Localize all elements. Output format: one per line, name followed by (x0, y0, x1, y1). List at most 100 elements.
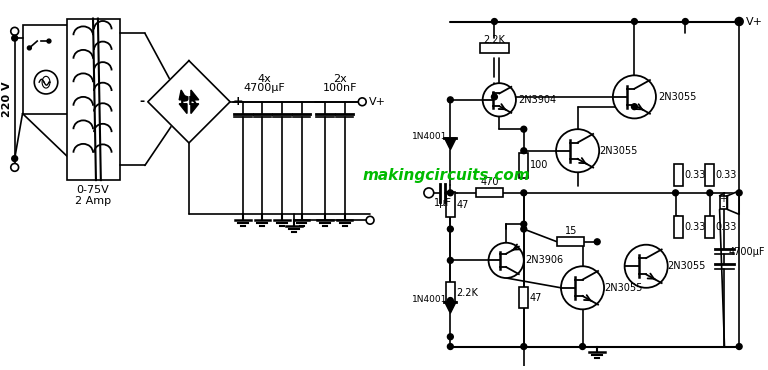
Text: 470: 470 (480, 177, 498, 187)
Text: -: - (140, 95, 145, 108)
Text: 2N3904: 2N3904 (518, 95, 556, 105)
Text: 100: 100 (530, 161, 548, 171)
Polygon shape (445, 138, 456, 150)
Text: 1N4001: 1N4001 (412, 132, 448, 141)
Circle shape (521, 221, 527, 227)
Circle shape (448, 297, 453, 303)
Polygon shape (179, 90, 187, 100)
Text: V+: V+ (369, 97, 386, 107)
Bar (446, 192, 455, 217)
Circle shape (448, 334, 453, 340)
Text: 2 Amp: 2 Amp (75, 196, 111, 206)
Text: +: + (233, 95, 243, 108)
Text: 220 V: 220 V (2, 81, 12, 117)
Text: 47: 47 (530, 293, 542, 303)
Polygon shape (191, 104, 199, 114)
Bar (519, 287, 528, 308)
Bar (557, 238, 584, 246)
Circle shape (707, 190, 713, 196)
Bar (674, 216, 683, 238)
Text: 4x: 4x (257, 74, 271, 84)
Circle shape (47, 39, 51, 43)
Text: 0.33: 0.33 (684, 222, 706, 232)
Circle shape (448, 190, 453, 196)
Circle shape (737, 344, 742, 350)
Circle shape (556, 129, 599, 172)
Text: PR: PR (180, 95, 198, 108)
Circle shape (594, 239, 600, 245)
Circle shape (580, 344, 585, 350)
Circle shape (521, 148, 527, 154)
Text: 1N4001: 1N4001 (412, 295, 448, 304)
Bar (519, 153, 528, 178)
Circle shape (624, 245, 667, 288)
Circle shape (631, 18, 637, 24)
Bar (705, 216, 714, 238)
Text: 0.33: 0.33 (716, 222, 737, 232)
Text: 2N3055: 2N3055 (599, 146, 637, 156)
Polygon shape (179, 104, 187, 114)
Circle shape (631, 104, 637, 110)
Circle shape (482, 83, 516, 117)
Text: 4700μF: 4700μF (728, 246, 765, 256)
Circle shape (492, 18, 498, 24)
Circle shape (35, 70, 58, 94)
Circle shape (613, 75, 656, 118)
Polygon shape (191, 90, 199, 100)
Circle shape (359, 98, 366, 106)
Circle shape (424, 188, 434, 198)
Circle shape (735, 18, 743, 26)
Circle shape (492, 94, 498, 100)
Circle shape (448, 97, 453, 103)
Text: 0.33: 0.33 (684, 170, 706, 180)
Polygon shape (445, 302, 456, 313)
Circle shape (521, 344, 527, 350)
Text: 2N3055: 2N3055 (667, 261, 706, 271)
Text: 0-75V: 0-75V (77, 185, 109, 195)
Text: 0.33: 0.33 (716, 170, 737, 180)
Bar (480, 43, 509, 53)
Polygon shape (147, 61, 230, 143)
Circle shape (561, 266, 604, 309)
Circle shape (448, 226, 453, 232)
Text: -: - (722, 202, 725, 212)
Circle shape (683, 18, 688, 24)
Text: 2.2K: 2.2K (484, 35, 505, 45)
Circle shape (28, 46, 31, 50)
Text: 2x: 2x (333, 74, 346, 84)
Bar (720, 196, 727, 209)
Text: 47: 47 (456, 199, 468, 209)
Text: 15: 15 (564, 226, 577, 236)
Bar (446, 282, 455, 303)
Circle shape (521, 190, 527, 196)
Circle shape (488, 243, 524, 278)
Text: 2N3055: 2N3055 (658, 92, 697, 102)
Circle shape (521, 126, 527, 132)
Bar (67, 18, 121, 180)
Circle shape (673, 190, 678, 196)
Text: 2N3906: 2N3906 (526, 255, 564, 265)
Circle shape (521, 226, 527, 232)
Text: 2.2K: 2.2K (456, 288, 478, 298)
Circle shape (12, 35, 18, 41)
Circle shape (448, 258, 453, 263)
Circle shape (12, 156, 18, 161)
Bar (476, 188, 503, 197)
Circle shape (366, 216, 374, 224)
Polygon shape (727, 191, 739, 214)
Text: 4700μF: 4700μF (243, 83, 285, 93)
Text: V+: V+ (746, 17, 763, 27)
Circle shape (737, 18, 742, 24)
Text: 100nF: 100nF (323, 83, 357, 93)
Text: 2N3055: 2N3055 (604, 283, 643, 293)
Circle shape (11, 27, 18, 35)
Circle shape (11, 164, 18, 171)
Bar (705, 164, 714, 186)
Circle shape (448, 344, 453, 350)
Text: +: + (720, 194, 727, 204)
Circle shape (737, 190, 742, 196)
Bar (674, 164, 683, 186)
Text: makingcircuits.com: makingcircuits.com (362, 168, 530, 183)
Bar (22, 26, 70, 114)
Text: 1μF: 1μF (433, 198, 452, 208)
